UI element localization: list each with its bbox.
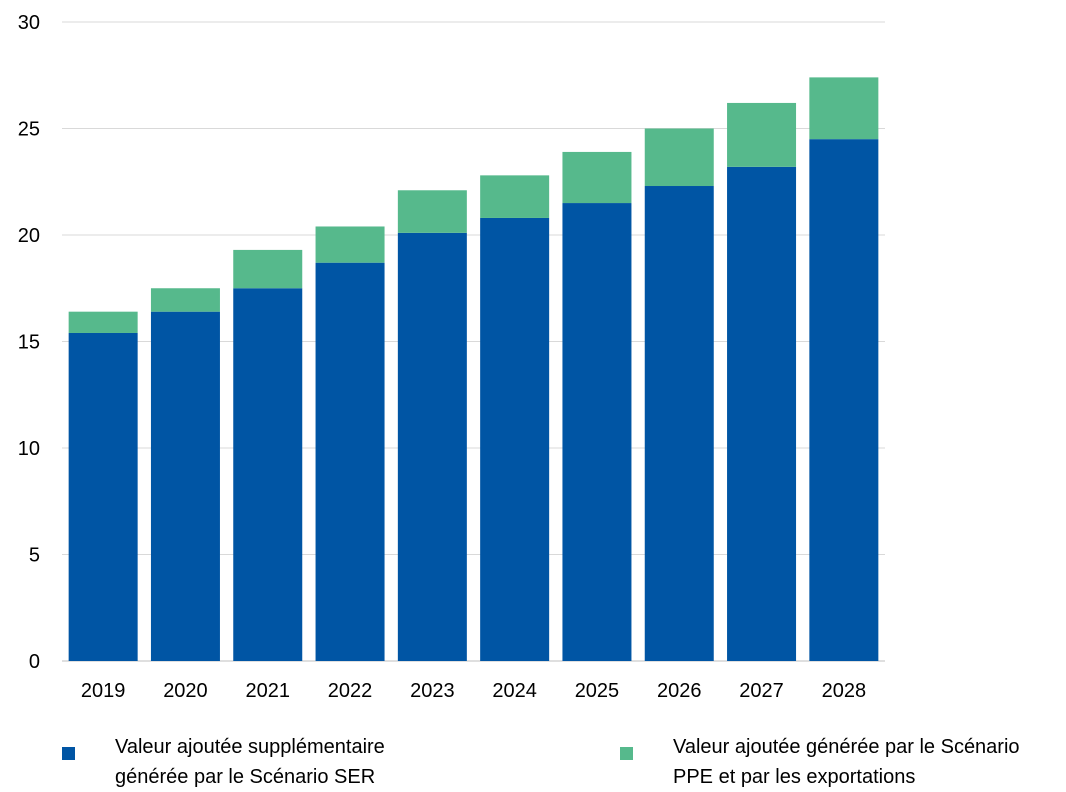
bar-segment-ser xyxy=(150,311,220,661)
y-axis-tick-labels: 0 5 10 15 20 25 30 xyxy=(18,12,40,673)
bar-segment-ppe xyxy=(397,190,467,233)
bar-segment-ser xyxy=(68,332,138,661)
bars xyxy=(68,77,879,662)
y-tick-label: 5 xyxy=(29,545,40,567)
y-tick-label: 10 xyxy=(18,438,40,460)
bar-segment-ppe xyxy=(644,128,714,187)
x-tick-label: 2024 xyxy=(492,680,537,702)
x-axis-tick-labels: 2019 2020 2021 2022 2023 2024 2025 2026 2027 2028 xyxy=(81,680,866,702)
bar-segment-ppe xyxy=(809,77,879,140)
legend-item-ser: Valeur ajoutée supplémentaire générée pa… xyxy=(62,732,462,792)
bar-segment-ser xyxy=(480,217,550,661)
bar-segment-ser xyxy=(397,232,467,661)
x-tick-label: 2026 xyxy=(657,680,702,702)
bar-segment-ppe xyxy=(727,102,797,167)
y-tick-label: 0 xyxy=(29,651,40,673)
bar-segment-ser xyxy=(315,262,385,661)
x-tick-label: 2019 xyxy=(81,680,126,702)
legend-label-ser: Valeur ajoutée supplémentaire générée pa… xyxy=(115,736,385,788)
bar-segment-ser xyxy=(644,186,714,661)
bar-segment-ser xyxy=(233,288,303,661)
bar-segment-ser xyxy=(727,166,797,661)
legend-swatch-ser xyxy=(62,747,75,760)
y-tick-label: 30 xyxy=(18,12,40,34)
y-tick-label: 20 xyxy=(18,225,40,247)
legend-item-ppe: Valeur ajoutée générée par le Scénario P… xyxy=(620,732,1060,792)
bar-segment-ser xyxy=(562,203,632,662)
bar-segment-ser xyxy=(809,139,879,661)
x-tick-label: 2021 xyxy=(246,680,291,702)
y-tick-label: 25 xyxy=(18,119,40,141)
legend-swatch-ppe xyxy=(620,747,633,760)
legend-label-ppe: Valeur ajoutée générée par le Scénario P… xyxy=(673,736,1020,788)
bar-segment-ppe xyxy=(562,151,632,204)
x-tick-label: 2028 xyxy=(822,680,867,702)
x-tick-label: 2020 xyxy=(163,680,208,702)
x-tick-label: 2025 xyxy=(575,680,620,702)
y-tick-label: 15 xyxy=(18,332,40,354)
x-tick-label: 2027 xyxy=(739,680,784,702)
bar-segment-ppe xyxy=(480,175,550,218)
x-tick-label: 2022 xyxy=(328,680,373,702)
bar-segment-ppe xyxy=(68,311,138,333)
bar-segment-ppe xyxy=(315,226,385,263)
x-tick-label: 2023 xyxy=(410,680,455,702)
bar-segment-ppe xyxy=(150,288,220,312)
bar-segment-ppe xyxy=(233,249,303,289)
